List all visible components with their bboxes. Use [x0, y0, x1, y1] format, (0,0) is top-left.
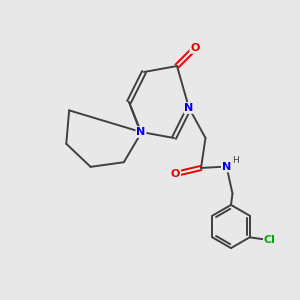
Text: N: N: [184, 103, 194, 113]
Text: Cl: Cl: [264, 235, 276, 245]
Text: N: N: [136, 127, 146, 137]
Text: O: O: [171, 169, 180, 179]
Text: N: N: [222, 161, 231, 172]
Text: H: H: [232, 156, 239, 165]
Text: O: O: [190, 43, 200, 53]
